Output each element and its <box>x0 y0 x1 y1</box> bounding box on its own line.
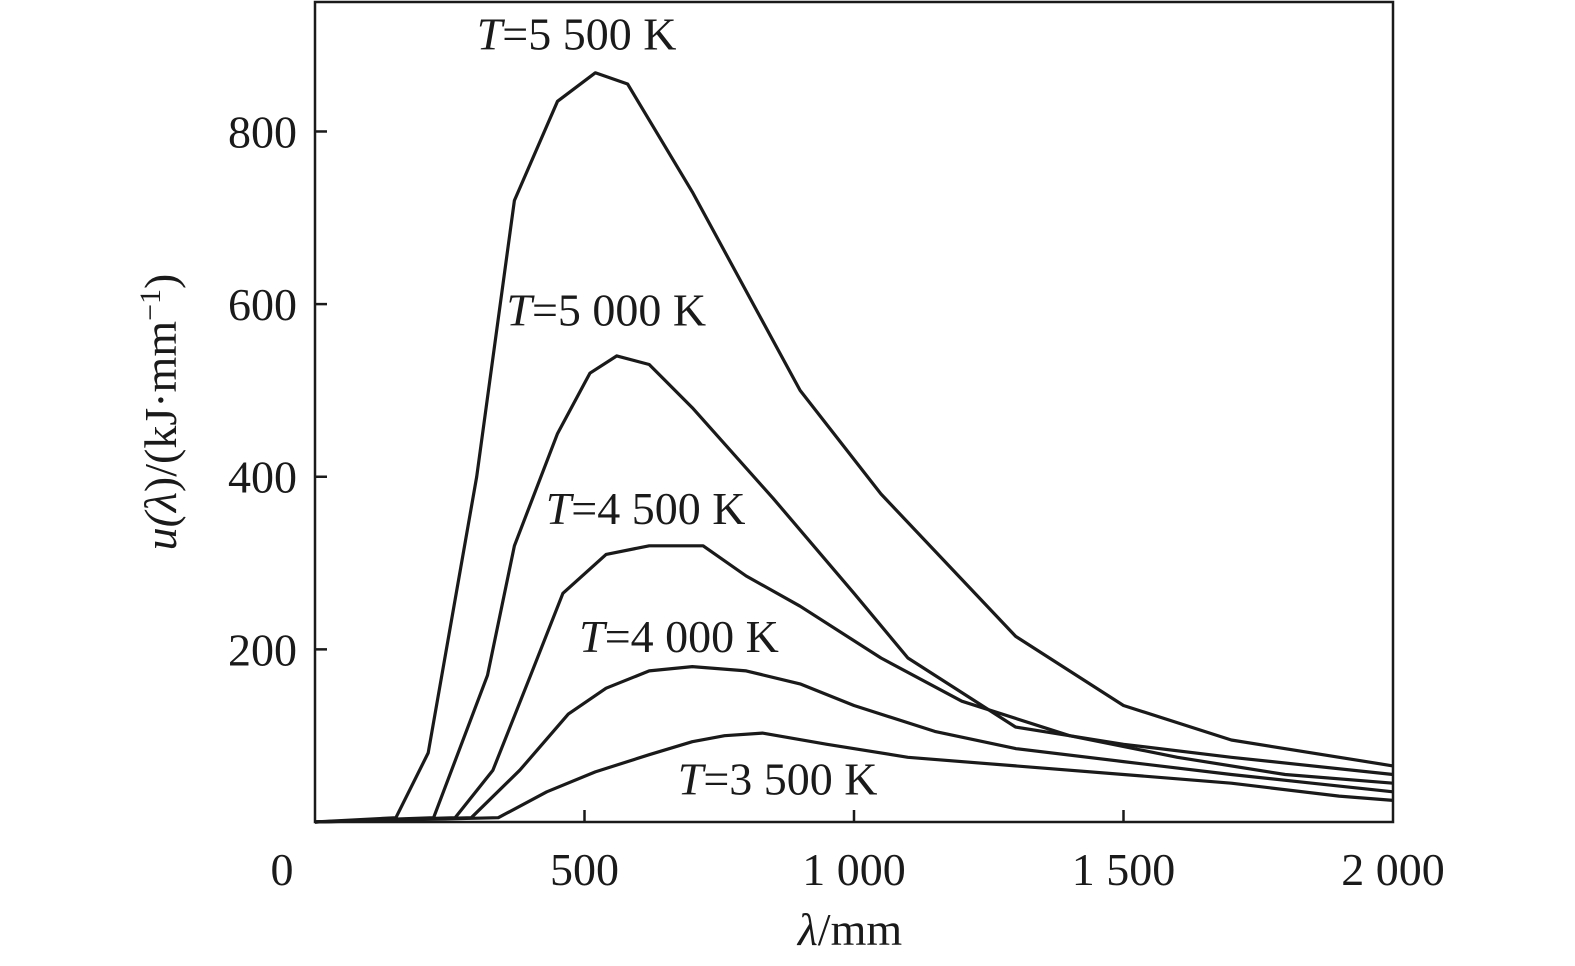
series-label-value: =4 000 K <box>605 611 779 662</box>
series-label-4: T=4 000 K <box>579 611 779 662</box>
series-label-value: =5 000 K <box>532 285 706 336</box>
series-line-3 <box>314 544 1394 824</box>
series-label-value: =3 500 K <box>703 753 877 804</box>
x-tick-label: 2 000 <box>1341 844 1445 895</box>
series-label-variable: T <box>546 483 575 534</box>
y-tick-label: 400 <box>228 452 297 503</box>
curves <box>314 71 1394 824</box>
y-tick-label: 200 <box>228 624 297 675</box>
y-tick-label: 600 <box>228 279 297 330</box>
series-label-value: =5 500 K <box>502 8 676 59</box>
y-tick-label: 800 <box>228 106 297 157</box>
series-line-4 <box>314 665 1394 824</box>
series-line-2 <box>314 354 1394 824</box>
series-label-variable: T <box>678 753 707 804</box>
series-label-3: T=4 500 K <box>546 483 746 534</box>
plot-frame <box>313 0 1395 824</box>
x-tick-label: 1 500 <box>1072 844 1176 895</box>
series-label-value: =4 500 K <box>571 483 745 534</box>
x-tick-label: 0 <box>271 844 294 895</box>
series-label-2: T=5 000 K <box>506 285 706 336</box>
series-line-1 <box>314 71 1394 824</box>
x-axis-label: λ/mm <box>796 904 902 955</box>
labels: T=5 500 KT=5 000 KT=4 500 KT=4 000 KT=3 … <box>477 8 878 804</box>
series-label-5: T=3 500 K <box>678 753 878 804</box>
y-axis-label: u(λ)/(kJ·mm−1) <box>134 274 187 551</box>
x-tick-label: 1 000 <box>802 844 906 895</box>
x-tick-label: 500 <box>550 844 619 895</box>
series-label-1: T=5 500 K <box>477 8 677 59</box>
series-label-variable: T <box>477 8 506 59</box>
series-label-variable: T <box>579 611 608 662</box>
series-label-variable: T <box>506 285 535 336</box>
series-line-5 <box>314 731 1394 824</box>
ticks: 0 500 1 000 1 500 2 000 200 400 600 800 <box>228 106 1445 895</box>
